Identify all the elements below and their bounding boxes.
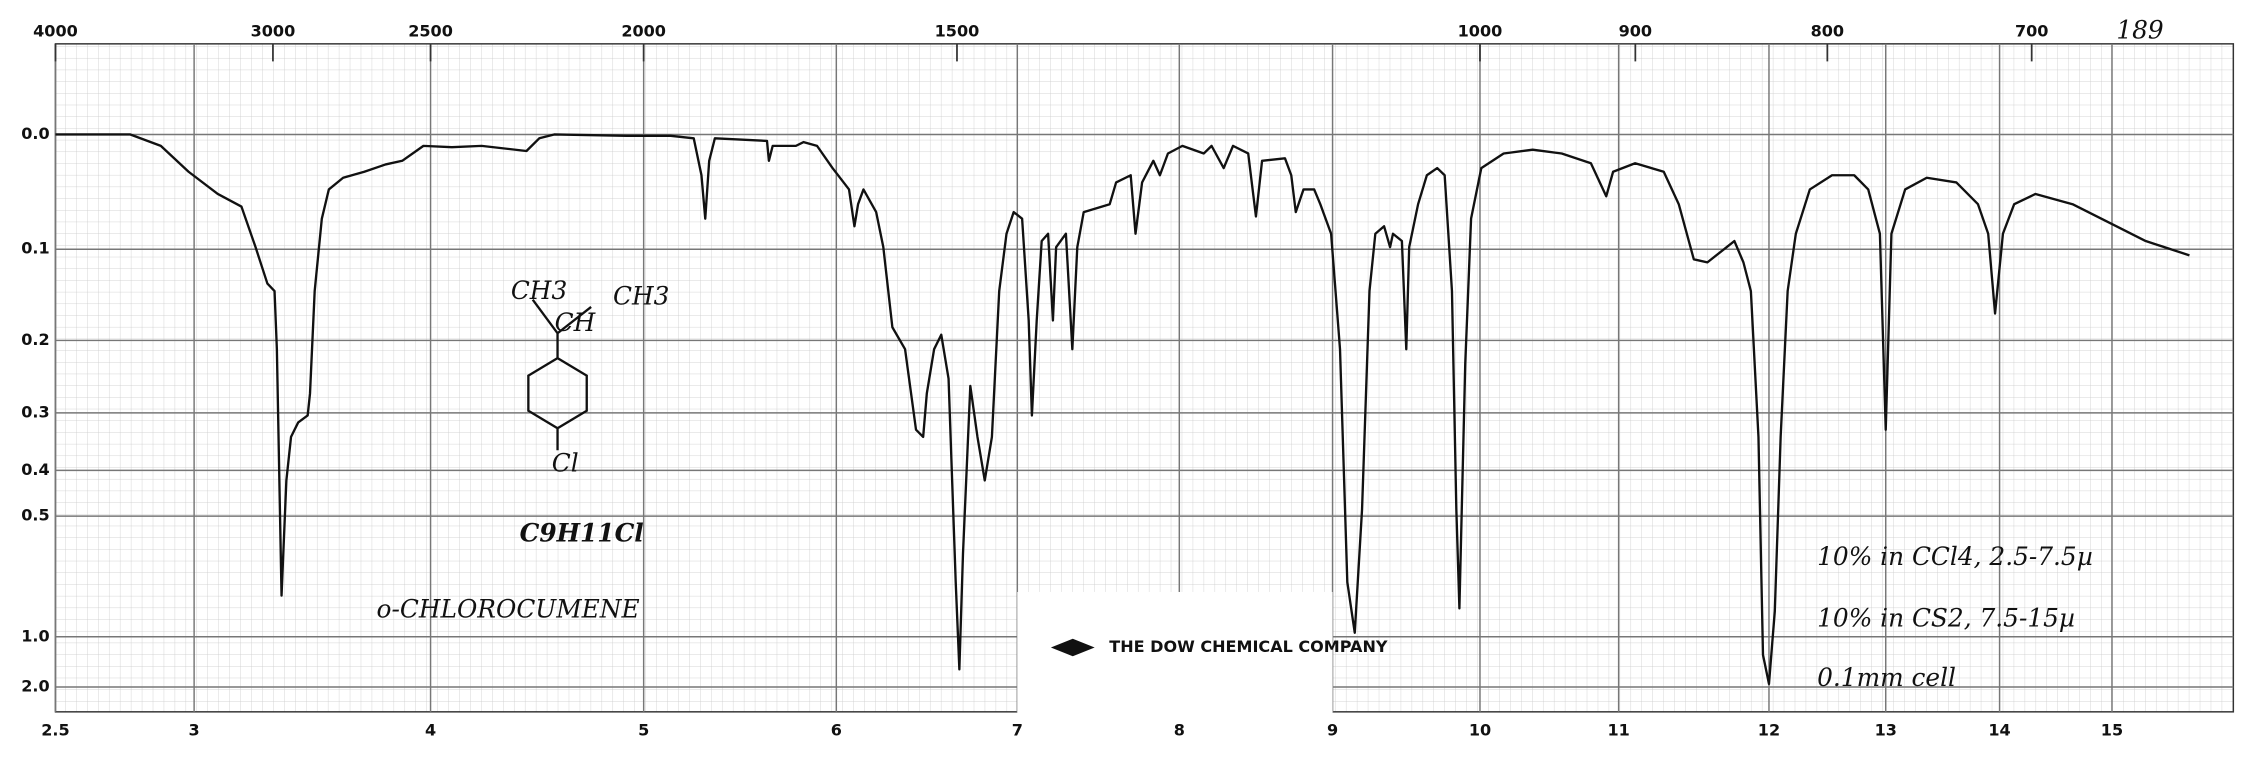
sheet-number: 189	[2116, 16, 2164, 45]
x2-tick-label: 800	[1811, 22, 1844, 41]
x2-tick-label: 700	[2015, 22, 2048, 41]
y-tick-label: 0.4	[21, 460, 49, 479]
x-tick-label: 15	[2101, 720, 2123, 739]
x-tick-label: 8	[1174, 720, 1185, 739]
structure-label: CH3	[511, 276, 567, 305]
x-tick-label: 2.5	[41, 720, 69, 739]
structure-label: Cl	[552, 448, 579, 477]
y-tick-label: 0.1	[21, 239, 49, 258]
solvent-note: 10% in CCl4, 2.5-7.5µ	[1817, 542, 2093, 571]
x2-tick-label: 4000	[33, 22, 78, 41]
x2-tick-label: 1000	[1458, 22, 1503, 41]
x2-tick-label: 2500	[408, 22, 453, 41]
y-tick-label: 0.0	[21, 124, 49, 143]
x-tick-label: 9	[1327, 720, 1338, 739]
x2-tick-label: 1500	[935, 22, 980, 41]
formula: C9H11Cl	[520, 518, 644, 547]
structure-label: CH	[555, 308, 597, 337]
x2-tick-label: 3000	[251, 22, 296, 41]
x2-tick-label: 2000	[621, 22, 666, 41]
company-name: THE DOW CHEMICAL COMPANY	[1109, 637, 1388, 656]
x-tick-label: 4	[425, 720, 436, 739]
x-tick-label: 10	[1469, 720, 1491, 739]
y-tick-label: 1.0	[21, 626, 49, 645]
cell-note: 0.1mm cell	[1817, 663, 1956, 692]
x-tick-label: 11	[1607, 720, 1629, 739]
solvent-note: 10% in CS2, 7.5-15µ	[1817, 603, 2075, 632]
x-tick-label: 12	[1758, 720, 1780, 739]
x-tick-label: 7	[1012, 720, 1023, 739]
y-tick-label: 0.5	[21, 506, 49, 525]
x-tick-label: 3	[189, 720, 200, 739]
x-tick-label: 13	[1875, 720, 1897, 739]
y-tick-label: 0.3	[21, 402, 49, 421]
y-tick-label: 0.2	[21, 330, 49, 349]
spectrum-line	[55, 133, 2190, 686]
x-tick-label: 5	[638, 720, 649, 739]
structure-ring	[527, 298, 592, 451]
x2-tick-label: 900	[1619, 22, 1652, 41]
compound-name: o-CHLOROCUMENE	[377, 594, 640, 623]
y-tick-label: 2.0	[21, 676, 49, 695]
structure-label: CH3	[613, 282, 669, 311]
x-tick-label: 6	[831, 720, 842, 739]
x-tick-label: 14	[1988, 720, 2010, 739]
